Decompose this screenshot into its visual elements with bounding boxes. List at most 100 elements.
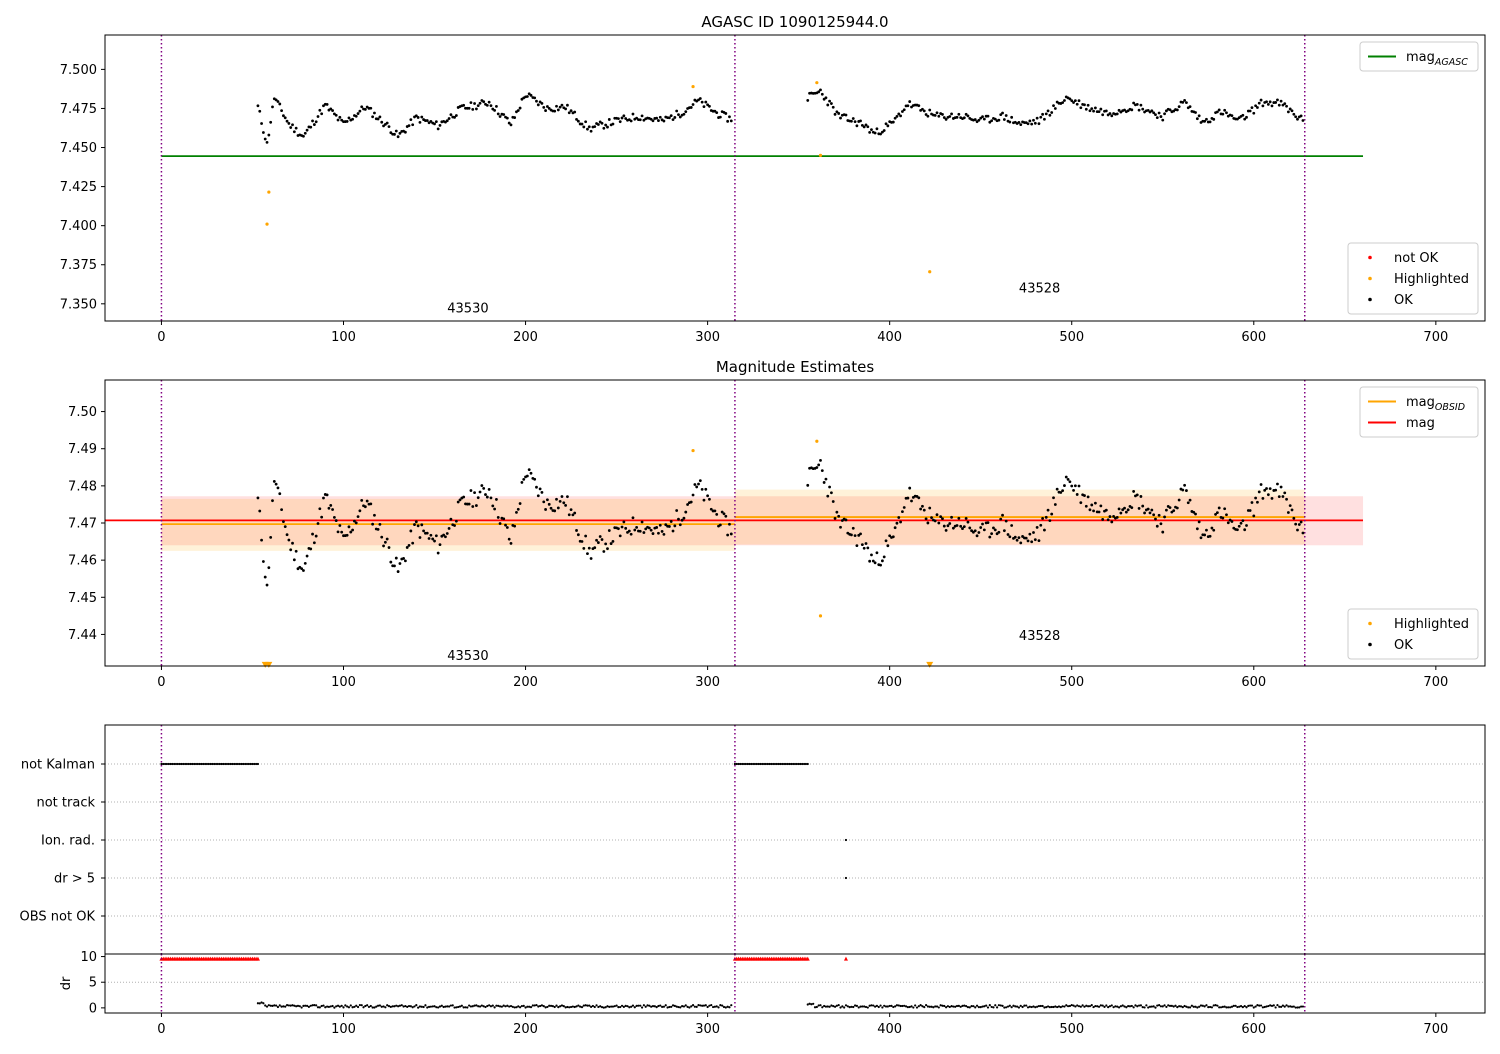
dr-point: [1145, 1004, 1148, 1007]
dr-point: [276, 1005, 280, 1009]
dr-clipped-marker: [843, 956, 848, 961]
dr-point: [955, 1004, 959, 1008]
ok-point: [1063, 484, 1066, 487]
flag-point: [214, 762, 218, 766]
ok-point: [1048, 519, 1052, 523]
ok-point: [380, 120, 384, 124]
dr-point: [258, 1002, 261, 1005]
ok-point: [1110, 520, 1114, 524]
ok-point: [1010, 524, 1014, 527]
dr-point: [1174, 1004, 1177, 1007]
dr-point: [1283, 1005, 1286, 1008]
dr-point: [398, 1004, 402, 1007]
flag-point: [194, 762, 198, 766]
ok-point: [1270, 104, 1274, 108]
dr-point: [1025, 1004, 1028, 1007]
figure-title: AGASC ID 1090125944.0: [701, 13, 888, 31]
flag-point: [779, 762, 782, 766]
dr-clipped-marker: [255, 956, 260, 961]
dr-point: [384, 1006, 387, 1009]
dr-point: [1005, 1006, 1008, 1009]
ok-point: [817, 90, 821, 94]
dr-point: [375, 1005, 378, 1008]
ok-point: [702, 105, 706, 109]
y-tick-label: 5: [89, 976, 97, 991]
ok-point: [433, 539, 436, 543]
ok-point: [997, 118, 1001, 122]
ok-point: [393, 132, 396, 136]
dr-point: [420, 1005, 423, 1008]
ok-point: [518, 502, 522, 505]
ok-point: [868, 130, 872, 134]
dr-point: [1259, 1004, 1263, 1007]
ok-point: [1157, 513, 1161, 517]
dr-point: [702, 1004, 706, 1007]
ok-point: [602, 550, 606, 553]
dr-point: [378, 1004, 382, 1007]
ok-point: [1112, 514, 1116, 518]
flag-point: [782, 762, 786, 766]
ok-point: [1117, 108, 1121, 112]
flag-point: [772, 762, 775, 766]
ok-point: [873, 131, 877, 135]
ok-point: [990, 532, 994, 536]
dr-point: [1136, 1005, 1139, 1008]
ok-point: [1257, 101, 1261, 105]
ok-point: [1030, 122, 1034, 126]
ok-point: [833, 517, 837, 520]
dr-point: [1092, 1005, 1095, 1009]
dr-point: [367, 1005, 371, 1009]
dr-point: [426, 1006, 429, 1009]
flag-point: [225, 762, 229, 766]
ok-point: [1037, 122, 1041, 126]
dr-point: [387, 1005, 391, 1008]
dr-point: [664, 1004, 667, 1007]
dr-point: [1227, 1006, 1230, 1009]
obsid-label: 43530: [447, 302, 488, 317]
highlighted-point: [928, 270, 932, 274]
dr-point: [728, 1006, 731, 1009]
dr-point: [713, 1005, 716, 1008]
dr-point: [815, 1005, 818, 1009]
ok-point: [1050, 111, 1054, 114]
ok-point: [1024, 536, 1028, 540]
obsid-label: 43528: [1019, 281, 1060, 296]
ok-point: [1215, 110, 1219, 114]
dr-point: [1239, 1005, 1243, 1008]
flag-point: [801, 762, 804, 766]
dr-point: [582, 1004, 585, 1007]
flag-point: [786, 762, 789, 766]
ok-point: [671, 529, 675, 533]
dr-point: [529, 1006, 533, 1009]
ok-point: [393, 564, 396, 568]
dr-point: [722, 1005, 726, 1009]
dr-point: [599, 1005, 602, 1008]
ok-point: [618, 534, 622, 538]
ok-point: [513, 524, 517, 528]
dr-point: [977, 1006, 980, 1009]
dr-point: [542, 1005, 545, 1008]
ok-point: [529, 93, 533, 97]
dr-point: [937, 1006, 940, 1009]
ok-point: [584, 534, 588, 538]
dr-point: [1252, 1006, 1255, 1009]
ok-point: [496, 516, 500, 519]
agasc-axes-frame: [104, 34, 1486, 322]
legend-box: [1347, 242, 1479, 315]
x-tick-label: 100: [331, 330, 356, 345]
ok-point: [1090, 107, 1094, 111]
ok-point: [941, 517, 944, 521]
dr-point: [1065, 1004, 1068, 1007]
ok-point: [607, 118, 611, 121]
dr-point: [1088, 1005, 1092, 1008]
dr-point: [959, 1005, 962, 1008]
dr-point: [1072, 1004, 1075, 1007]
dr-point: [639, 1004, 642, 1007]
dr-point: [1096, 1005, 1099, 1008]
ok-point: [1117, 507, 1121, 511]
ok-point: [1083, 494, 1086, 497]
ok-point: [706, 494, 710, 498]
ok-point: [611, 539, 615, 543]
flag-point: [742, 762, 746, 766]
